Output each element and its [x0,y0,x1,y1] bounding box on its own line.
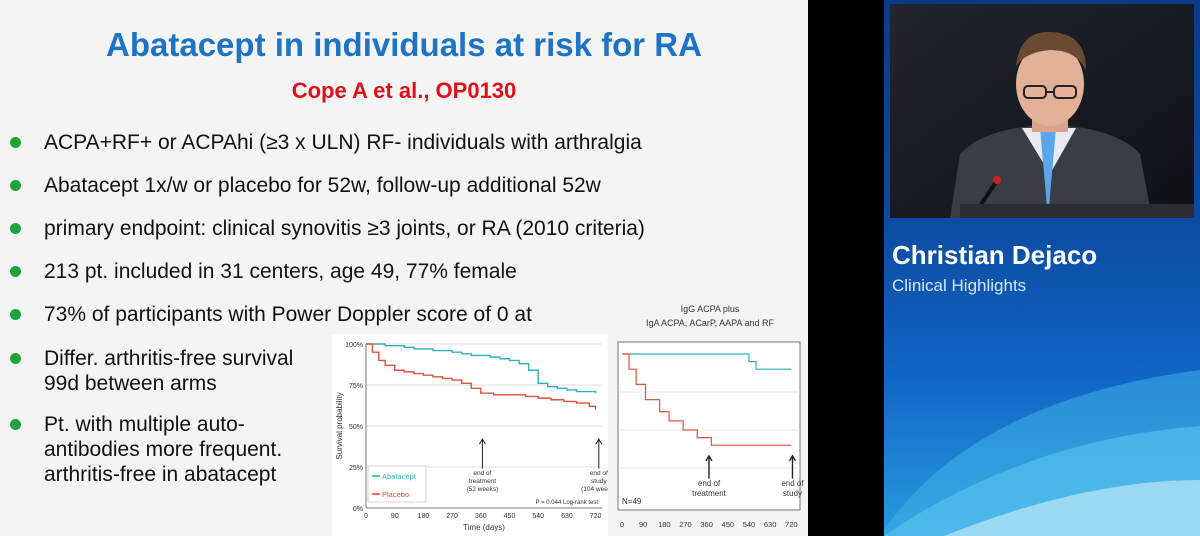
annotation-text: study [591,478,607,485]
y-tick-label: 0% [353,506,363,513]
x-tick-label: 0 [364,513,368,520]
decorative-wave [884,370,1200,536]
chart-title-line1: IgG ACPA plus [681,304,740,314]
bullet-text-line2: antibodies more frequent. [44,438,283,461]
presentation-slide: Abatacept in individuals at risk for RA … [0,0,808,536]
bullet-dot-icon [10,137,21,148]
chart-title-line2: IgA ACPA, ACarP, AAPA and RF [646,318,775,328]
x-tick-label: 630 [561,513,573,520]
divider [808,0,884,536]
y-tick-label: 25% [349,465,363,472]
x-tick-label: 180 [418,513,430,520]
annotation-arrowhead [595,438,603,445]
annotation-arrowhead [788,454,797,462]
speaker-video-frame [890,4,1194,218]
annotation-text: end of [590,470,608,477]
bullet-text: Abatacept 1x/w or placebo for 52w, follo… [44,174,601,197]
annotation-text: end of [473,470,491,477]
bullet-dot-icon [10,223,21,234]
bullet-text: 73% of participants with Power Doppler s… [44,303,532,326]
x-tick-label: 630 [764,520,777,529]
x-tick-label: 450 [722,520,735,529]
plot-frame [617,341,801,511]
speaker-panel: Christian Dejaco Clinical Highlights [884,0,1200,536]
series-line [366,343,597,394]
legend-box [367,465,427,503]
x-axis-label: Time (days) [463,523,505,532]
bullet-text-line1: Pt. with multiple auto- [44,413,245,436]
legend-label: Abatacept [382,472,417,481]
survival-chart-svg: 0% 25% 50% 75% 100% 0 90 180 270 360 450 540 630 720 T… [335,342,617,532]
annotation-text: end of [698,479,721,488]
annotation-text: (52 weeks) [467,486,499,493]
bullet-text-line1: Differ. arthritis-free survival [44,347,294,370]
n-text: N=49 [622,497,642,506]
y-tick-label: 75% [349,383,363,390]
bullet-text-line3: arthritis-free in abatacept [44,463,277,486]
annotation-text: treatment [692,489,727,498]
annotation-arrowhead [705,454,713,462]
bullet-text-line2: 99d between arms [44,372,217,395]
x-tick-label: 540 [532,513,544,520]
x-tick-label: 720 [785,520,798,529]
bullet-dot-icon [10,353,21,364]
speaker-name: Christian Dejaco [892,240,1098,270]
bullet-text: 213 pt. included in 31 centers, age 49, … [44,260,517,283]
x-tick-label: 540 [743,520,756,529]
x-tick-label: 720 [590,513,602,520]
slide-subtitle: Cope A et al., OP0130 [291,78,517,103]
x-tick-label: 360 [475,513,487,520]
subgroup-chart-svg: IgG ACPA plus IgA ACPA, ACarP, AAPA and R… [617,304,804,529]
annotation-text: treatment [469,478,497,485]
x-tick-label: 270 [446,513,458,520]
y-tick-label: 50% [349,424,363,431]
series-line [622,353,792,446]
annotation-text: study [783,489,802,498]
bullet-text: primary endpoint: clinical synovitis ≥3 … [44,217,645,240]
pvalue-text: P = 0.044 Log-rank test [536,500,599,506]
survival-chart: 0% 25% 50% 75% 100% 0 90 180 270 360 450 540 630 720 T… [332,334,617,536]
y-tick-label: 100% [345,342,363,349]
slide-title: Abatacept in individuals at risk for RA [106,26,702,63]
x-tick-label: 450 [504,513,516,520]
y-axis-label: Survival probability [335,392,344,459]
x-tick-label: 270 [679,520,692,529]
legend-label: Placebo [382,490,409,499]
annotation-text: (104 weeks) [581,486,608,493]
bullet-text: ACPA+RF+ or ACPAhi (≥3 x ULN) RF- indivi… [44,131,642,154]
series-line [622,353,792,370]
x-tick-label: 90 [391,513,399,520]
speaker-video [890,4,1194,218]
bullet-dot-icon [10,266,21,277]
bullet-dot-icon [10,309,21,320]
subgroup-chart: IgG ACPA plus IgA ACPA, ACarP, AAPA and R… [612,300,808,536]
annotation-arrowhead [478,438,486,445]
x-tick-label: 360 [700,520,713,529]
annotation-text: end of [781,479,804,488]
bullet-dot-icon [10,180,21,191]
bullet-dot-icon [10,419,21,430]
x-tick-label: 90 [639,520,647,529]
x-tick-label: 180 [658,520,671,529]
speaker-role: Clinical Highlights [892,276,1027,295]
x-tick-label: 0 [620,520,624,529]
series-line [366,343,597,410]
